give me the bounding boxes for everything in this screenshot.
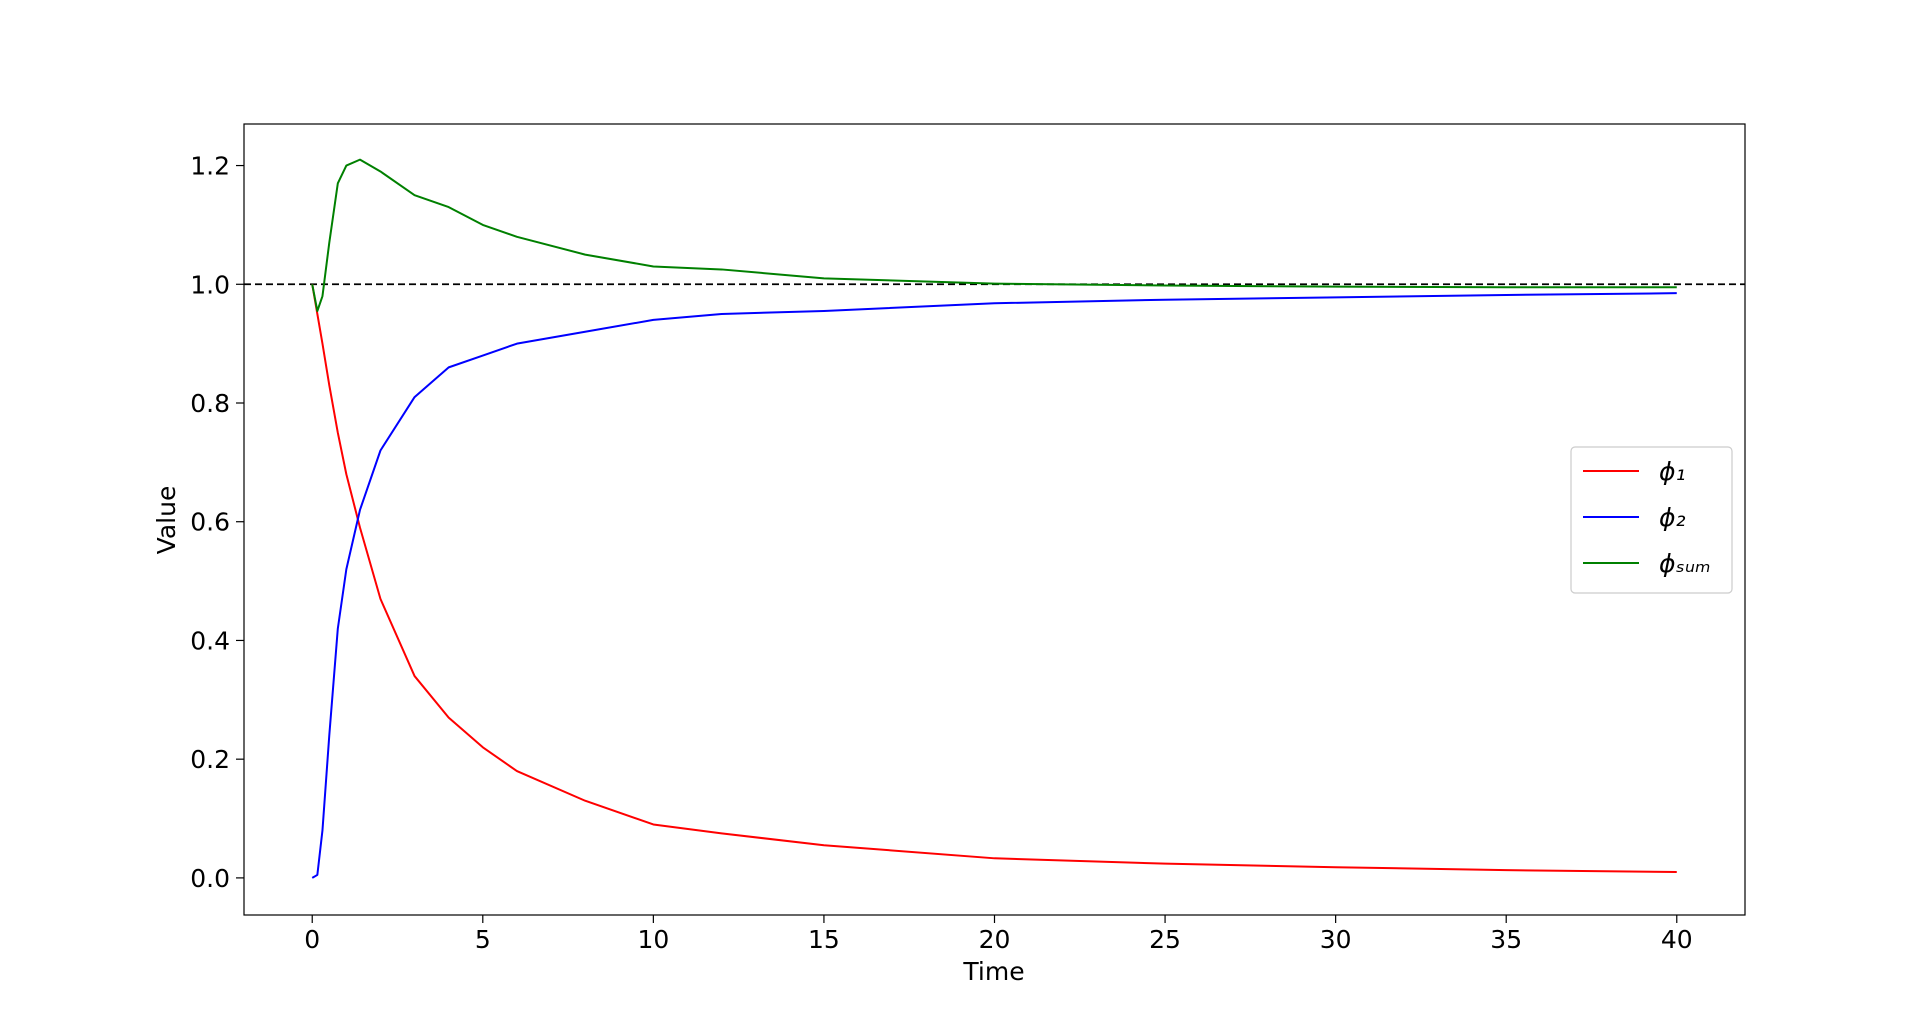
y-tick-label: 0.2 [190,745,230,774]
legend-label: ϕₛᵤₘ [1659,549,1711,578]
series-line [311,158,1677,312]
y-tick-label: 0.8 [190,389,230,418]
y-axis-label: Value [152,486,181,555]
series-line [311,292,1677,879]
x-tick-label: 25 [1149,925,1181,954]
x-tick-label: 20 [979,925,1011,954]
plot-frame [243,123,1746,916]
x-tick-label: 0 [304,925,320,954]
x-tick-label: 30 [1320,925,1352,954]
x-axis-label: Time [962,957,1024,986]
y-tick-label: 1.2 [190,152,230,181]
x-tick-label: 10 [637,925,669,954]
y-tick-label: 0.6 [190,508,230,537]
series-line [311,284,1677,873]
x-tick-label: 15 [808,925,840,954]
y-tick-label: 0.0 [190,864,230,893]
legend-box [1570,446,1733,594]
y-tick-label: 0.4 [190,626,230,655]
y-tick-label: 1.0 [190,270,230,299]
legend-label: ϕ₂ [1659,503,1686,532]
x-tick-label: 5 [475,925,491,954]
legend-label: ϕ₁ [1659,457,1686,486]
x-tick-label: 40 [1661,925,1693,954]
x-tick-label: 35 [1490,925,1522,954]
